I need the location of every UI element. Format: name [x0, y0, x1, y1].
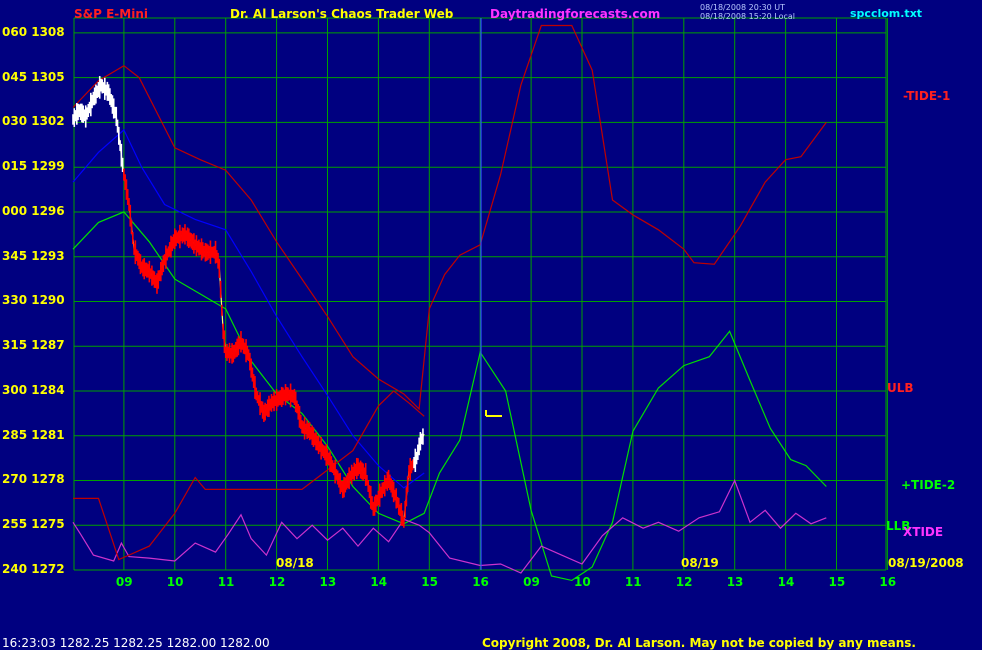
x-tick-label: 14	[777, 575, 795, 589]
y-tick-label: 330 1290	[2, 293, 65, 308]
y-tick-label: 240 1272	[2, 562, 65, 576]
date-label-1: 08/18	[276, 556, 314, 570]
llb-label: LLB	[886, 519, 911, 533]
hold-line	[73, 390, 425, 561]
x-tick-label: 15	[421, 575, 438, 589]
price-bars	[72, 76, 424, 528]
y-tick-label: 270 1278	[2, 472, 65, 487]
x-tick-label: 09	[115, 575, 133, 589]
y-tick-label: 015 1299	[2, 159, 65, 174]
instrument-title: S&P E-Mini	[74, 7, 148, 21]
x-tick-label: 10	[574, 575, 591, 589]
site-link[interactable]: Daytradingforecasts.com	[490, 7, 661, 21]
y-tick-label: 315 1287	[2, 338, 65, 353]
file-name: spcclom.txt	[850, 7, 923, 20]
tide1-label: -TIDE-1	[903, 89, 951, 103]
y-tick-label: 060 1308	[2, 24, 65, 39]
y-tick-label: 000 1296	[2, 203, 65, 218]
x-tick-label: 11	[624, 575, 642, 589]
timestamp-local: 08/18/2008 15:20 Local	[700, 12, 795, 21]
x-tick-label: 14	[370, 575, 388, 589]
tide2-line	[72, 211, 827, 582]
y-tick-label: 030 1302	[2, 114, 65, 129]
y-tick-label: 300 1284	[2, 382, 65, 397]
moving-average-line	[72, 128, 425, 489]
x-tick-label: 12	[675, 575, 693, 589]
tide1-line	[72, 24, 827, 411]
timestamp-ut: 08/18/2008 20:30 UT	[700, 3, 785, 12]
x-tick-label: 13	[726, 575, 744, 589]
y-tick-label: 255 1275	[2, 517, 65, 532]
xtide-line	[72, 478, 827, 574]
x-tick-label: 11	[217, 575, 235, 589]
x-tick-label: 12	[268, 575, 286, 589]
xtide-label: XTIDE	[903, 525, 944, 539]
x-tick-label: 16	[879, 575, 897, 589]
date-label-3: 08/19/2008	[888, 556, 964, 570]
tide2-label: +TIDE-2	[901, 478, 956, 492]
quote-readout: 16:23:03 1282.25 1282.25 1282.00 1282.00	[2, 636, 270, 650]
x-tick-label: 15	[828, 575, 846, 589]
y-tick-label: 045 1305	[2, 69, 65, 84]
date-label-2: 08/19	[681, 556, 719, 570]
grid-lines	[73, 17, 888, 571]
y-tick-label: 285 1281	[2, 427, 65, 442]
copyright-text: Copyright 2008, Dr. Al Larson. May not b…	[482, 636, 916, 650]
chart-title: Dr. Al Larson's Chaos Trader Web	[230, 7, 454, 21]
ulb-label: ULB	[887, 381, 914, 395]
x-tick-label: 13	[319, 575, 337, 589]
x-tick-label: 09	[523, 575, 540, 589]
y-tick-label: 345 1293	[2, 248, 65, 263]
x-tick-label: 10	[166, 575, 184, 589]
x-tick-label: 16	[472, 575, 489, 589]
